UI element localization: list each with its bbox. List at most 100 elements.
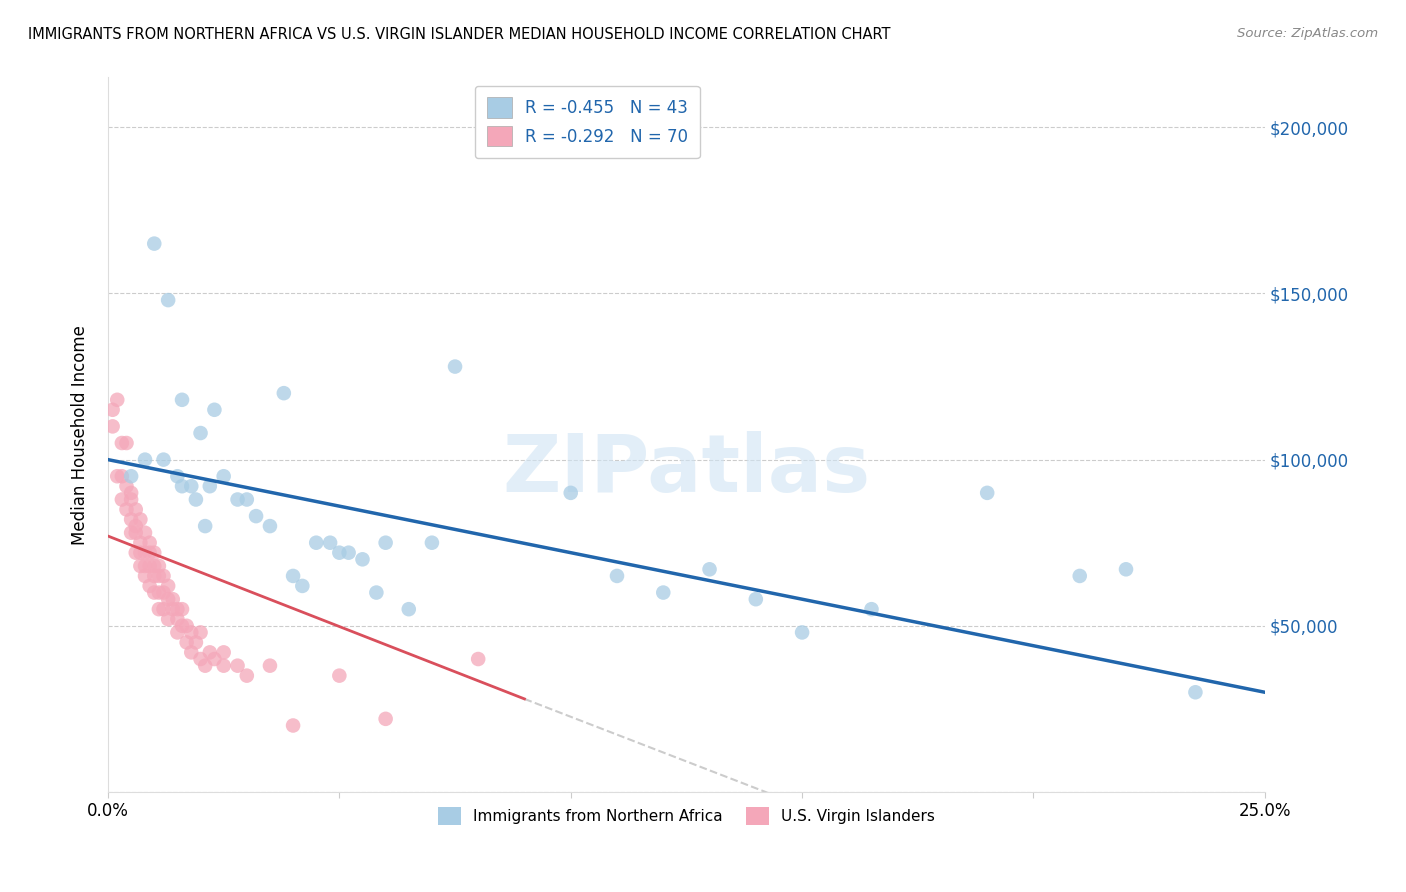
Point bbox=[138, 535, 160, 549]
Point bbox=[105, 392, 128, 407]
Point bbox=[101, 402, 124, 417]
Point bbox=[111, 436, 134, 450]
Point bbox=[125, 525, 148, 540]
Point bbox=[328, 546, 350, 560]
Point bbox=[699, 562, 721, 576]
Point bbox=[176, 619, 198, 633]
Point bbox=[120, 486, 142, 500]
Point bbox=[134, 558, 156, 573]
Point bbox=[860, 602, 883, 616]
Point bbox=[134, 569, 156, 583]
Point bbox=[180, 479, 202, 493]
Point bbox=[111, 469, 134, 483]
Point bbox=[138, 579, 160, 593]
Point bbox=[337, 546, 360, 560]
Point bbox=[125, 546, 148, 560]
Point bbox=[328, 668, 350, 682]
Point bbox=[281, 718, 304, 732]
Point bbox=[198, 645, 221, 659]
Point bbox=[184, 492, 207, 507]
Point bbox=[129, 512, 152, 526]
Point bbox=[652, 585, 675, 599]
Point bbox=[162, 592, 184, 607]
Point bbox=[120, 492, 142, 507]
Point bbox=[120, 512, 142, 526]
Legend: Immigrants from Northern Africa, U.S. Virgin Islanders: Immigrants from Northern Africa, U.S. Vi… bbox=[429, 797, 943, 834]
Point bbox=[212, 658, 235, 673]
Point bbox=[374, 535, 396, 549]
Point bbox=[134, 546, 156, 560]
Point bbox=[745, 592, 768, 607]
Point bbox=[467, 652, 489, 666]
Point bbox=[125, 502, 148, 516]
Point bbox=[170, 479, 193, 493]
Y-axis label: Median Household Income: Median Household Income bbox=[72, 325, 89, 545]
Point bbox=[194, 658, 217, 673]
Point bbox=[259, 519, 281, 533]
Point bbox=[157, 592, 180, 607]
Text: IMMIGRANTS FROM NORTHERN AFRICA VS U.S. VIRGIN ISLANDER MEDIAN HOUSEHOLD INCOME : IMMIGRANTS FROM NORTHERN AFRICA VS U.S. … bbox=[28, 27, 890, 42]
Point bbox=[180, 625, 202, 640]
Point bbox=[152, 569, 174, 583]
Point bbox=[143, 236, 166, 251]
Point bbox=[120, 525, 142, 540]
Point bbox=[134, 452, 156, 467]
Point bbox=[305, 535, 328, 549]
Point bbox=[226, 658, 249, 673]
Point bbox=[157, 293, 180, 307]
Point bbox=[212, 469, 235, 483]
Point bbox=[291, 579, 314, 593]
Point bbox=[198, 479, 221, 493]
Point bbox=[259, 658, 281, 673]
Point bbox=[245, 509, 267, 524]
Point bbox=[162, 602, 184, 616]
Point bbox=[134, 525, 156, 540]
Point bbox=[157, 579, 180, 593]
Point bbox=[444, 359, 467, 374]
Point bbox=[184, 635, 207, 649]
Point bbox=[148, 558, 170, 573]
Point bbox=[190, 625, 212, 640]
Point bbox=[366, 585, 388, 599]
Point bbox=[143, 558, 166, 573]
Point bbox=[319, 535, 342, 549]
Text: ZIPatlas: ZIPatlas bbox=[502, 432, 870, 509]
Point bbox=[194, 519, 217, 533]
Point bbox=[138, 558, 160, 573]
Point bbox=[166, 625, 188, 640]
Point bbox=[398, 602, 420, 616]
Point bbox=[166, 469, 188, 483]
Point bbox=[148, 602, 170, 616]
Point bbox=[1184, 685, 1206, 699]
Point bbox=[212, 645, 235, 659]
Point bbox=[148, 585, 170, 599]
Point bbox=[236, 492, 259, 507]
Point bbox=[129, 558, 152, 573]
Point bbox=[204, 652, 226, 666]
Point bbox=[101, 419, 124, 434]
Point bbox=[976, 486, 998, 500]
Point bbox=[1115, 562, 1137, 576]
Point bbox=[152, 602, 174, 616]
Point bbox=[374, 712, 396, 726]
Point bbox=[170, 619, 193, 633]
Point bbox=[281, 569, 304, 583]
Point bbox=[115, 479, 138, 493]
Point bbox=[115, 436, 138, 450]
Point bbox=[190, 652, 212, 666]
Point bbox=[105, 469, 128, 483]
Point bbox=[166, 612, 188, 626]
Point bbox=[125, 519, 148, 533]
Text: Source: ZipAtlas.com: Source: ZipAtlas.com bbox=[1237, 27, 1378, 40]
Point bbox=[170, 392, 193, 407]
Point bbox=[170, 602, 193, 616]
Point bbox=[226, 492, 249, 507]
Point bbox=[273, 386, 295, 401]
Point bbox=[138, 546, 160, 560]
Point bbox=[204, 402, 226, 417]
Point bbox=[790, 625, 813, 640]
Point bbox=[148, 569, 170, 583]
Point bbox=[143, 546, 166, 560]
Point bbox=[143, 569, 166, 583]
Point bbox=[111, 492, 134, 507]
